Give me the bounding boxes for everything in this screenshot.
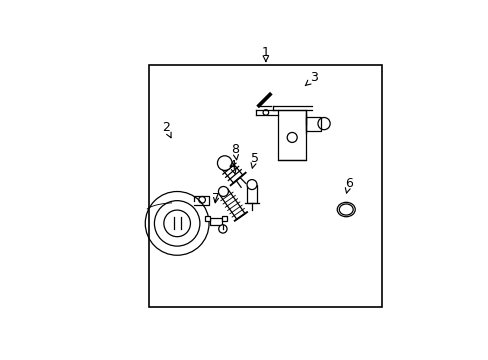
Text: 6: 6	[345, 177, 352, 193]
Bar	[278, 110, 305, 159]
Bar	[149, 66, 382, 307]
Bar	[305, 117, 321, 131]
Polygon shape	[220, 159, 243, 183]
Text: 1: 1	[262, 46, 269, 59]
Circle shape	[246, 180, 257, 190]
Text: 2: 2	[162, 121, 171, 138]
Bar	[209, 218, 222, 225]
Ellipse shape	[339, 204, 352, 215]
Text: 4: 4	[228, 159, 236, 175]
Text: 3: 3	[305, 71, 318, 86]
Bar	[222, 216, 226, 221]
Circle shape	[218, 186, 228, 197]
Text: 7: 7	[211, 192, 220, 205]
Circle shape	[218, 225, 226, 233]
Text: 5: 5	[250, 152, 258, 168]
Text: 8: 8	[231, 143, 239, 160]
Polygon shape	[219, 189, 244, 219]
Circle shape	[217, 156, 232, 170]
Bar	[246, 185, 257, 203]
Bar	[204, 216, 209, 221]
